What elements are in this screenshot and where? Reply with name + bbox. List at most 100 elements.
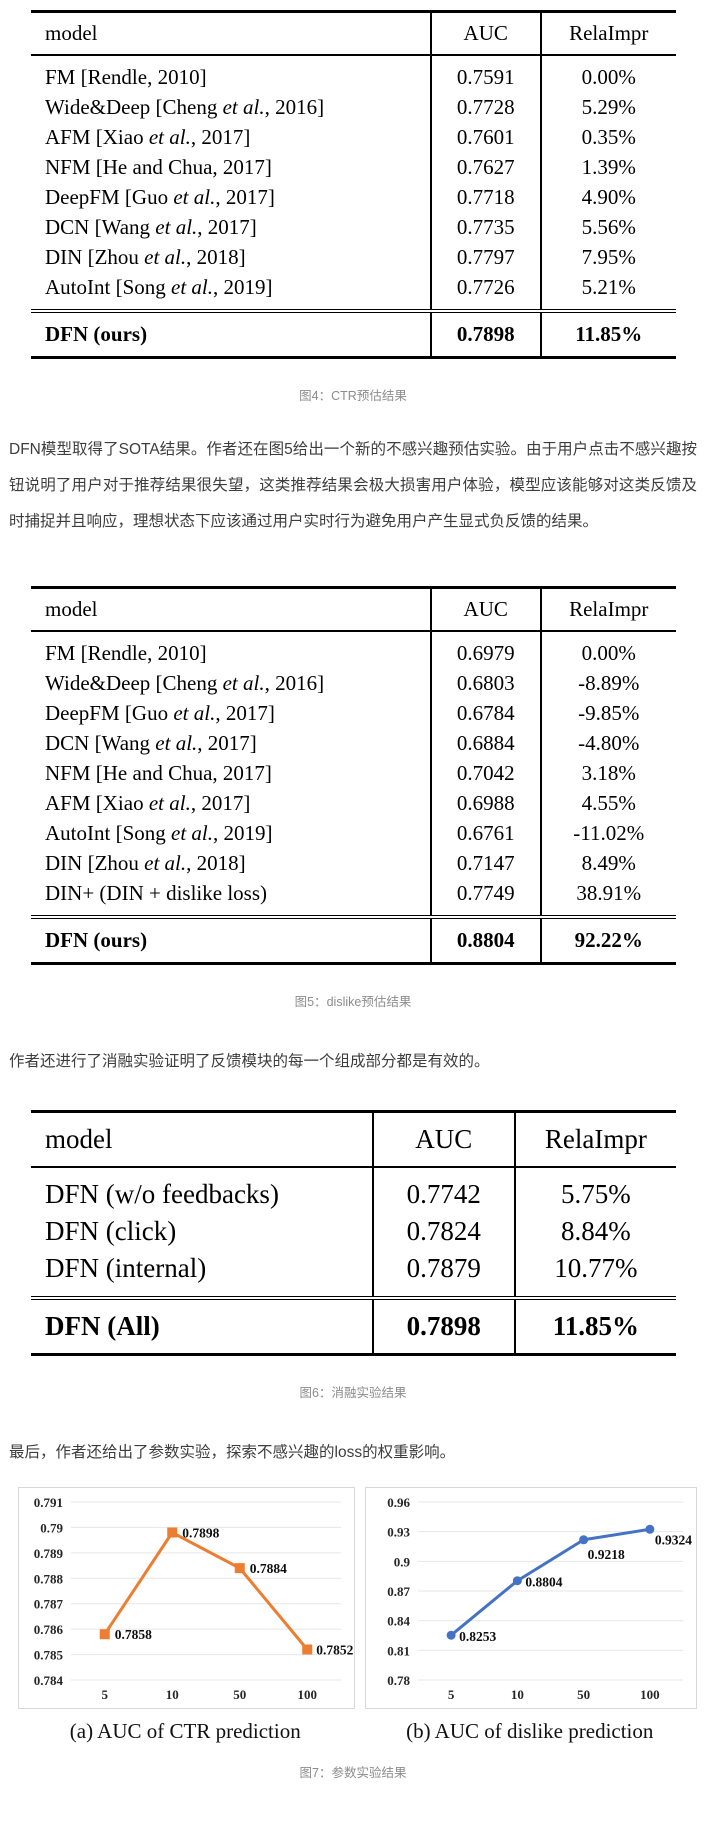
figure-caption-4: 图4：CTR预估结果 (299, 389, 407, 403)
body-paragraph: DFN模型取得了SOTA结果。作者还在图5给出一个新的不感兴趣预估实验。由于用户… (9, 441, 697, 530)
relaimpr-cell: 4.90% (539, 182, 676, 212)
table-row: NFM [He and Chua, 2017] 0.7042 3.18% (31, 758, 676, 788)
relaimpr-cell: 5.29% (539, 92, 676, 122)
svg-text:0.9: 0.9 (394, 1554, 411, 1569)
table-header-row: model AUC RelaImpr (31, 587, 676, 632)
table-total-row: DFN (ours) 0.7898 11.85% (31, 309, 676, 358)
table-row: FM [Rendle, 2010] 0.6979 0.00% (31, 631, 676, 668)
dislike-results-table: model AUC RelaImpr FM [Rendle, 2010] 0.6… (31, 586, 676, 965)
svg-text:10: 10 (511, 1687, 524, 1702)
table-row: NFM [He and Chua, 2017] 0.7627 1.39% (31, 152, 676, 182)
table-row: Wide&Deep [Cheng et al., 2016] 0.6803 -8… (31, 668, 676, 698)
figure-caption-7: 图7：参数实验结果 (299, 1766, 407, 1780)
table-row: DeepFM [Guo et al., 2017] 0.7718 4.90% (31, 182, 676, 212)
parameter-charts: 0.791 0.79 0.789 0.788 0.787 0.786 0.785 0.784 5… (18, 1487, 697, 1709)
table-row: AFM [Xiao et al., 2017] 0.6988 4.55% (31, 788, 676, 818)
table-row: AFM [Xiao et al., 2017] 0.7601 0.35% (31, 122, 676, 152)
table-row: DFN (click) 0.7824 8.84% (31, 1213, 676, 1250)
table-row: Wide&Deep [Cheng et al., 2016] 0.7728 5.… (31, 92, 676, 122)
svg-text:0.7852: 0.7852 (316, 1642, 353, 1657)
auc-cell: 0.7898 (429, 309, 541, 358)
svg-text:0.79: 0.79 (40, 1520, 63, 1535)
model-cell: FM [Rendle, 2010] (45, 641, 207, 665)
auc-cell: 0.6884 (429, 728, 541, 758)
auc-cell: 0.7898 (371, 1296, 515, 1355)
header-model: model (31, 587, 431, 632)
relaimpr-cell: 11.85% (513, 1296, 676, 1355)
relaimpr-cell: 5.56% (539, 212, 676, 242)
model-cell: DFN (ours) (31, 915, 431, 964)
table-header-row: model AUC RelaImpr (31, 1111, 676, 1168)
svg-text:0.7898: 0.7898 (182, 1526, 219, 1541)
svg-text:0.787: 0.787 (34, 1597, 64, 1612)
auc-cell: 0.7601 (429, 122, 541, 152)
model-cell: DeepFM [Guo et al., 2017] (45, 185, 275, 209)
relaimpr-cell: 0.35% (539, 122, 676, 152)
relaimpr-cell: 0.00% (539, 55, 676, 92)
table-row: AutoInt [Song et al., 2019] 0.6761 -11.0… (31, 818, 676, 848)
body-paragraph: 最后，作者还给出了参数实验，探索不感兴趣的loss的权重影响。 (9, 1444, 456, 1461)
auc-cell: 0.7735 (429, 212, 541, 242)
relaimpr-cell: 7.95% (539, 242, 676, 272)
model-cell: NFM [He and Chua, 2017] (45, 761, 272, 785)
svg-text:0.93: 0.93 (387, 1525, 410, 1540)
table-row: FM [Rendle, 2010] 0.7591 0.00% (31, 55, 676, 92)
auc-cell: 0.6979 (429, 631, 541, 668)
auc-cell: 0.7042 (429, 758, 541, 788)
chart-subcaptions: (a) AUC of CTR prediction (b) AUC of dis… (18, 1719, 697, 1744)
model-cell: DFN (All) (31, 1296, 373, 1355)
svg-text:50: 50 (577, 1687, 590, 1702)
table-row: DIN [Zhou et al., 2018] 0.7147 8.49% (31, 848, 676, 878)
model-cell: DCN [Wang et al., 2017] (45, 731, 257, 755)
header-auc: AUC (429, 587, 541, 632)
table-row: AutoInt [Song et al., 2019] 0.7726 5.21% (31, 272, 676, 311)
model-cell: AFM [Xiao et al., 2017] (45, 125, 251, 149)
model-cell: DeepFM [Guo et al., 2017] (45, 701, 275, 725)
relaimpr-cell: 8.84% (513, 1213, 676, 1250)
auc-cell: 0.7718 (429, 182, 541, 212)
svg-text:100: 100 (298, 1687, 318, 1702)
table-row: DeepFM [Guo et al., 2017] 0.6784 -9.85% (31, 698, 676, 728)
svg-text:0.789: 0.789 (34, 1546, 64, 1561)
model-cell: Wide&Deep [Cheng et al., 2016] (45, 671, 325, 695)
svg-text:0.9218: 0.9218 (588, 1547, 625, 1562)
relaimpr-cell: 4.55% (539, 788, 676, 818)
auc-cell: 0.6761 (429, 818, 541, 848)
svg-text:0.7858: 0.7858 (115, 1627, 152, 1642)
svg-text:0.785: 0.785 (34, 1648, 64, 1663)
relaimpr-cell: 11.85% (539, 309, 676, 358)
relaimpr-cell: 0.00% (539, 631, 676, 668)
header-model: model (31, 11, 431, 56)
svg-text:5: 5 (102, 1687, 109, 1702)
dislike-auc-chart: 0.96 0.93 0.9 0.87 0.84 0.81 0.78 5 10 50 100 0.825… (365, 1487, 697, 1709)
auc-cell: 0.7147 (429, 848, 541, 878)
auc-cell: 0.8804 (429, 915, 541, 964)
model-cell: DCN [Wang et al., 2017] (45, 215, 257, 239)
header-relaimpr: RelaImpr (513, 1111, 676, 1168)
chart-b-caption: (b) AUC of dislike prediction (406, 1719, 654, 1743)
svg-text:0.87: 0.87 (387, 1584, 410, 1599)
figure-caption-6: 图6：消融实验结果 (299, 1386, 407, 1400)
svg-text:0.791: 0.791 (34, 1495, 63, 1510)
auc-cell: 0.7797 (429, 242, 541, 272)
svg-text:50: 50 (233, 1687, 246, 1702)
model-cell: DFN (internal) (45, 1253, 207, 1283)
auc-cell: 0.7879 (371, 1250, 515, 1298)
auc-cell: 0.6803 (429, 668, 541, 698)
relaimpr-cell: -9.85% (539, 698, 676, 728)
relaimpr-cell: 3.18% (539, 758, 676, 788)
chart-a-caption: (a) AUC of CTR prediction (69, 1719, 301, 1743)
svg-text:0.784: 0.784 (34, 1673, 64, 1688)
table-row: DIN+ (DIN + dislike loss) 0.7749 38.91% (31, 878, 676, 917)
svg-text:0.78: 0.78 (387, 1673, 410, 1688)
auc-cell: 0.7742 (371, 1167, 515, 1213)
relaimpr-cell: -11.02% (539, 818, 676, 848)
relaimpr-cell: -4.80% (539, 728, 676, 758)
auc-cell: 0.6784 (429, 698, 541, 728)
relaimpr-cell: 92.22% (539, 915, 676, 964)
svg-text:0.8804: 0.8804 (525, 1575, 562, 1590)
svg-text:0.786: 0.786 (34, 1622, 64, 1637)
auc-cell: 0.7591 (429, 55, 541, 92)
header-relaimpr: RelaImpr (539, 587, 676, 632)
svg-text:0.788: 0.788 (34, 1571, 64, 1586)
